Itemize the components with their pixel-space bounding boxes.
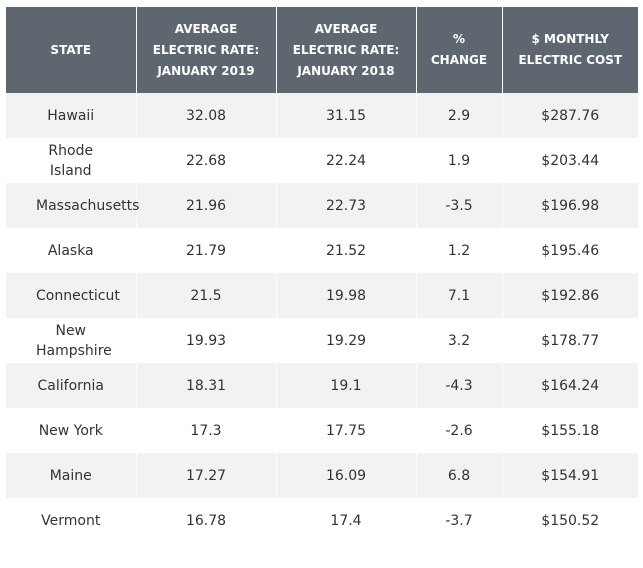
value-cell: $164.24 — [502, 363, 638, 408]
value-cell: -3.7 — [416, 498, 503, 543]
value-cell: 18.31 — [136, 363, 277, 408]
table-row: Vermont 16.78 17.4 -3.7 $150.52 — [6, 498, 638, 543]
value-cell: $192.86 — [502, 273, 638, 318]
table-row: Rhode Island 22.68 22.24 1.9 $203.44 — [6, 138, 638, 183]
table-row: New York 17.3 17.75 -2.6 $155.18 — [6, 408, 638, 453]
table-body: Hawaii 32.08 31.15 2.9 $287.76 Rhode Island 22… — [6, 93, 638, 543]
state-cell: Hawaii — [6, 93, 137, 138]
value-cell: 21.79 — [136, 228, 277, 273]
value-cell: 17.27 — [136, 453, 277, 498]
state-cell: California — [6, 363, 137, 408]
value-cell: 17.4 — [276, 498, 417, 543]
value-cell: 7.1 — [416, 273, 503, 318]
state-cell: New Hampshire — [6, 318, 137, 363]
state-cell: Connecticut — [6, 273, 137, 318]
electric-rate-table: STATE AVERAGE ELECTRIC RATE: JANUARY 2019… — [6, 7, 638, 543]
value-cell: 1.9 — [416, 138, 503, 183]
state-cell: Vermont — [6, 498, 137, 543]
table-row: New Hampshire 19.93 19.29 3.2 $178.77 — [6, 318, 638, 363]
value-cell: $203.44 — [502, 138, 638, 183]
value-cell: $195.46 — [502, 228, 638, 273]
value-cell: 19.1 — [276, 363, 417, 408]
value-cell: 21.52 — [276, 228, 417, 273]
state-cell: Massachusetts — [6, 183, 139, 228]
value-cell: 19.29 — [276, 318, 417, 363]
header-cell: STATE — [6, 7, 137, 93]
table-row: Connecticut 21.5 19.98 7.1 $192.86 — [6, 273, 638, 318]
value-cell: 3.2 — [416, 318, 503, 363]
state-cell: Alaska — [6, 228, 137, 273]
table-row: Massachusetts 21.96 22.73 -3.5 $196.98 — [6, 183, 638, 228]
table-row: Hawaii 32.08 31.15 2.9 $287.76 — [6, 93, 638, 138]
value-cell: -3.5 — [416, 183, 503, 228]
value-cell: $154.91 — [502, 453, 638, 498]
value-cell: 22.68 — [136, 138, 277, 183]
value-cell: 21.5 — [136, 273, 277, 318]
value-cell: 21.96 — [136, 183, 277, 228]
value-cell: 22.73 — [276, 183, 417, 228]
table-row: Maine 17.27 16.09 6.8 $154.91 — [6, 453, 638, 498]
value-cell: $178.77 — [502, 318, 638, 363]
value-cell: 32.08 — [136, 93, 277, 138]
table-header: STATE AVERAGE ELECTRIC RATE: JANUARY 2019… — [6, 7, 638, 93]
value-cell: $287.76 — [502, 93, 638, 138]
value-cell: $196.98 — [502, 183, 638, 228]
header-cell: % CHANGE — [416, 7, 503, 93]
value-cell: $150.52 — [502, 498, 638, 543]
value-cell: 17.75 — [276, 408, 417, 453]
table-row: California 18.31 19.1 -4.3 $164.24 — [6, 363, 638, 408]
value-cell: 16.09 — [276, 453, 417, 498]
value-cell: 22.24 — [276, 138, 417, 183]
value-cell: 19.93 — [136, 318, 277, 363]
table-row: Alaska 21.79 21.52 1.2 $195.46 — [6, 228, 638, 273]
header-cell: AVERAGE ELECTRIC RATE: JANUARY 2019 — [136, 7, 277, 93]
state-cell: New York — [6, 408, 137, 453]
value-cell: 17.3 — [136, 408, 277, 453]
value-cell: 6.8 — [416, 453, 503, 498]
value-cell: 19.98 — [276, 273, 417, 318]
value-cell: 2.9 — [416, 93, 503, 138]
value-cell: 31.15 — [276, 93, 417, 138]
header-row: STATE AVERAGE ELECTRIC RATE: JANUARY 2019… — [6, 7, 638, 93]
value-cell: 1.2 — [416, 228, 503, 273]
header-cell: AVERAGE ELECTRIC RATE: JANUARY 2018 — [276, 7, 417, 93]
value-cell: $155.18 — [502, 408, 638, 453]
value-cell: 16.78 — [136, 498, 277, 543]
value-cell: -4.3 — [416, 363, 503, 408]
header-cell: $ MONTHLY ELECTRIC COST — [502, 7, 638, 93]
state-cell: Maine — [6, 453, 137, 498]
value-cell: -2.6 — [416, 408, 503, 453]
state-cell: Rhode Island — [6, 138, 137, 183]
